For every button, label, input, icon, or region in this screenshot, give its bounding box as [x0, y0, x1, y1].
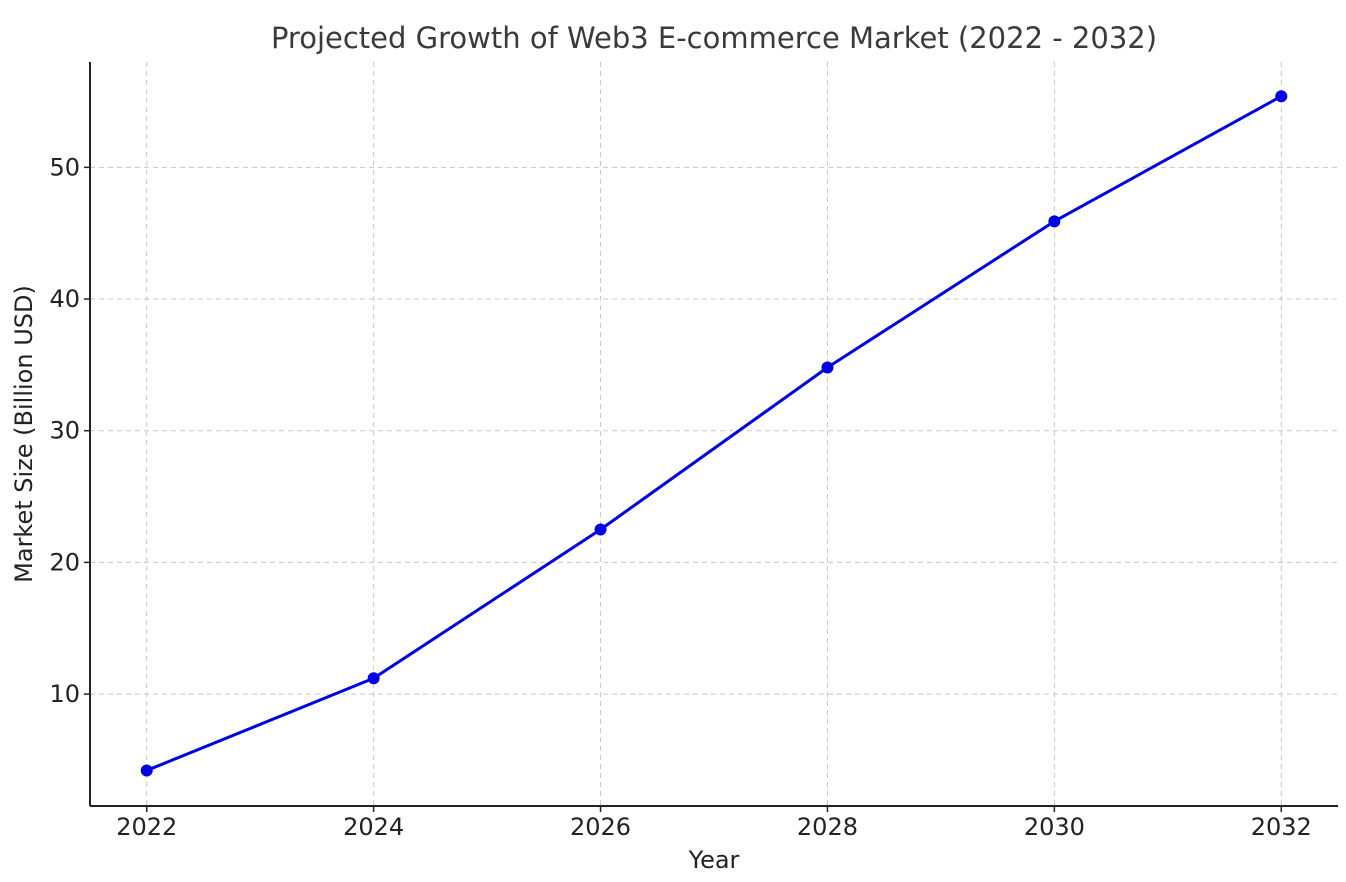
- data-point: [1048, 215, 1061, 228]
- data-point: [1275, 90, 1288, 103]
- x-tick-label: 2024: [343, 813, 404, 841]
- x-tick-label: 2032: [1251, 813, 1312, 841]
- series: [140, 90, 1288, 777]
- y-tick-label: 50: [49, 153, 80, 181]
- series-line: [146, 94, 1282, 772]
- data-point: [140, 764, 153, 777]
- data-point: [594, 523, 607, 536]
- data-point: [367, 672, 380, 685]
- x-tick-label: 2028: [797, 813, 858, 841]
- x-tick-label: 2022: [116, 813, 177, 841]
- y-tick-label: 10: [49, 680, 80, 708]
- y-tick-label: 30: [49, 417, 80, 445]
- y-axis-label: Market Size (Billion USD): [10, 285, 38, 583]
- x-axis-label: Year: [688, 846, 740, 874]
- grid-lines: [90, 62, 1338, 806]
- x-tick-label: 2026: [570, 813, 631, 841]
- y-tick-label: 40: [49, 285, 80, 313]
- y-tick-label: 20: [49, 548, 80, 576]
- x-tick-label: 2030: [1024, 813, 1085, 841]
- chart-title: Projected Growth of Web3 E-commerce Mark…: [271, 21, 1157, 55]
- data-point: [821, 361, 834, 374]
